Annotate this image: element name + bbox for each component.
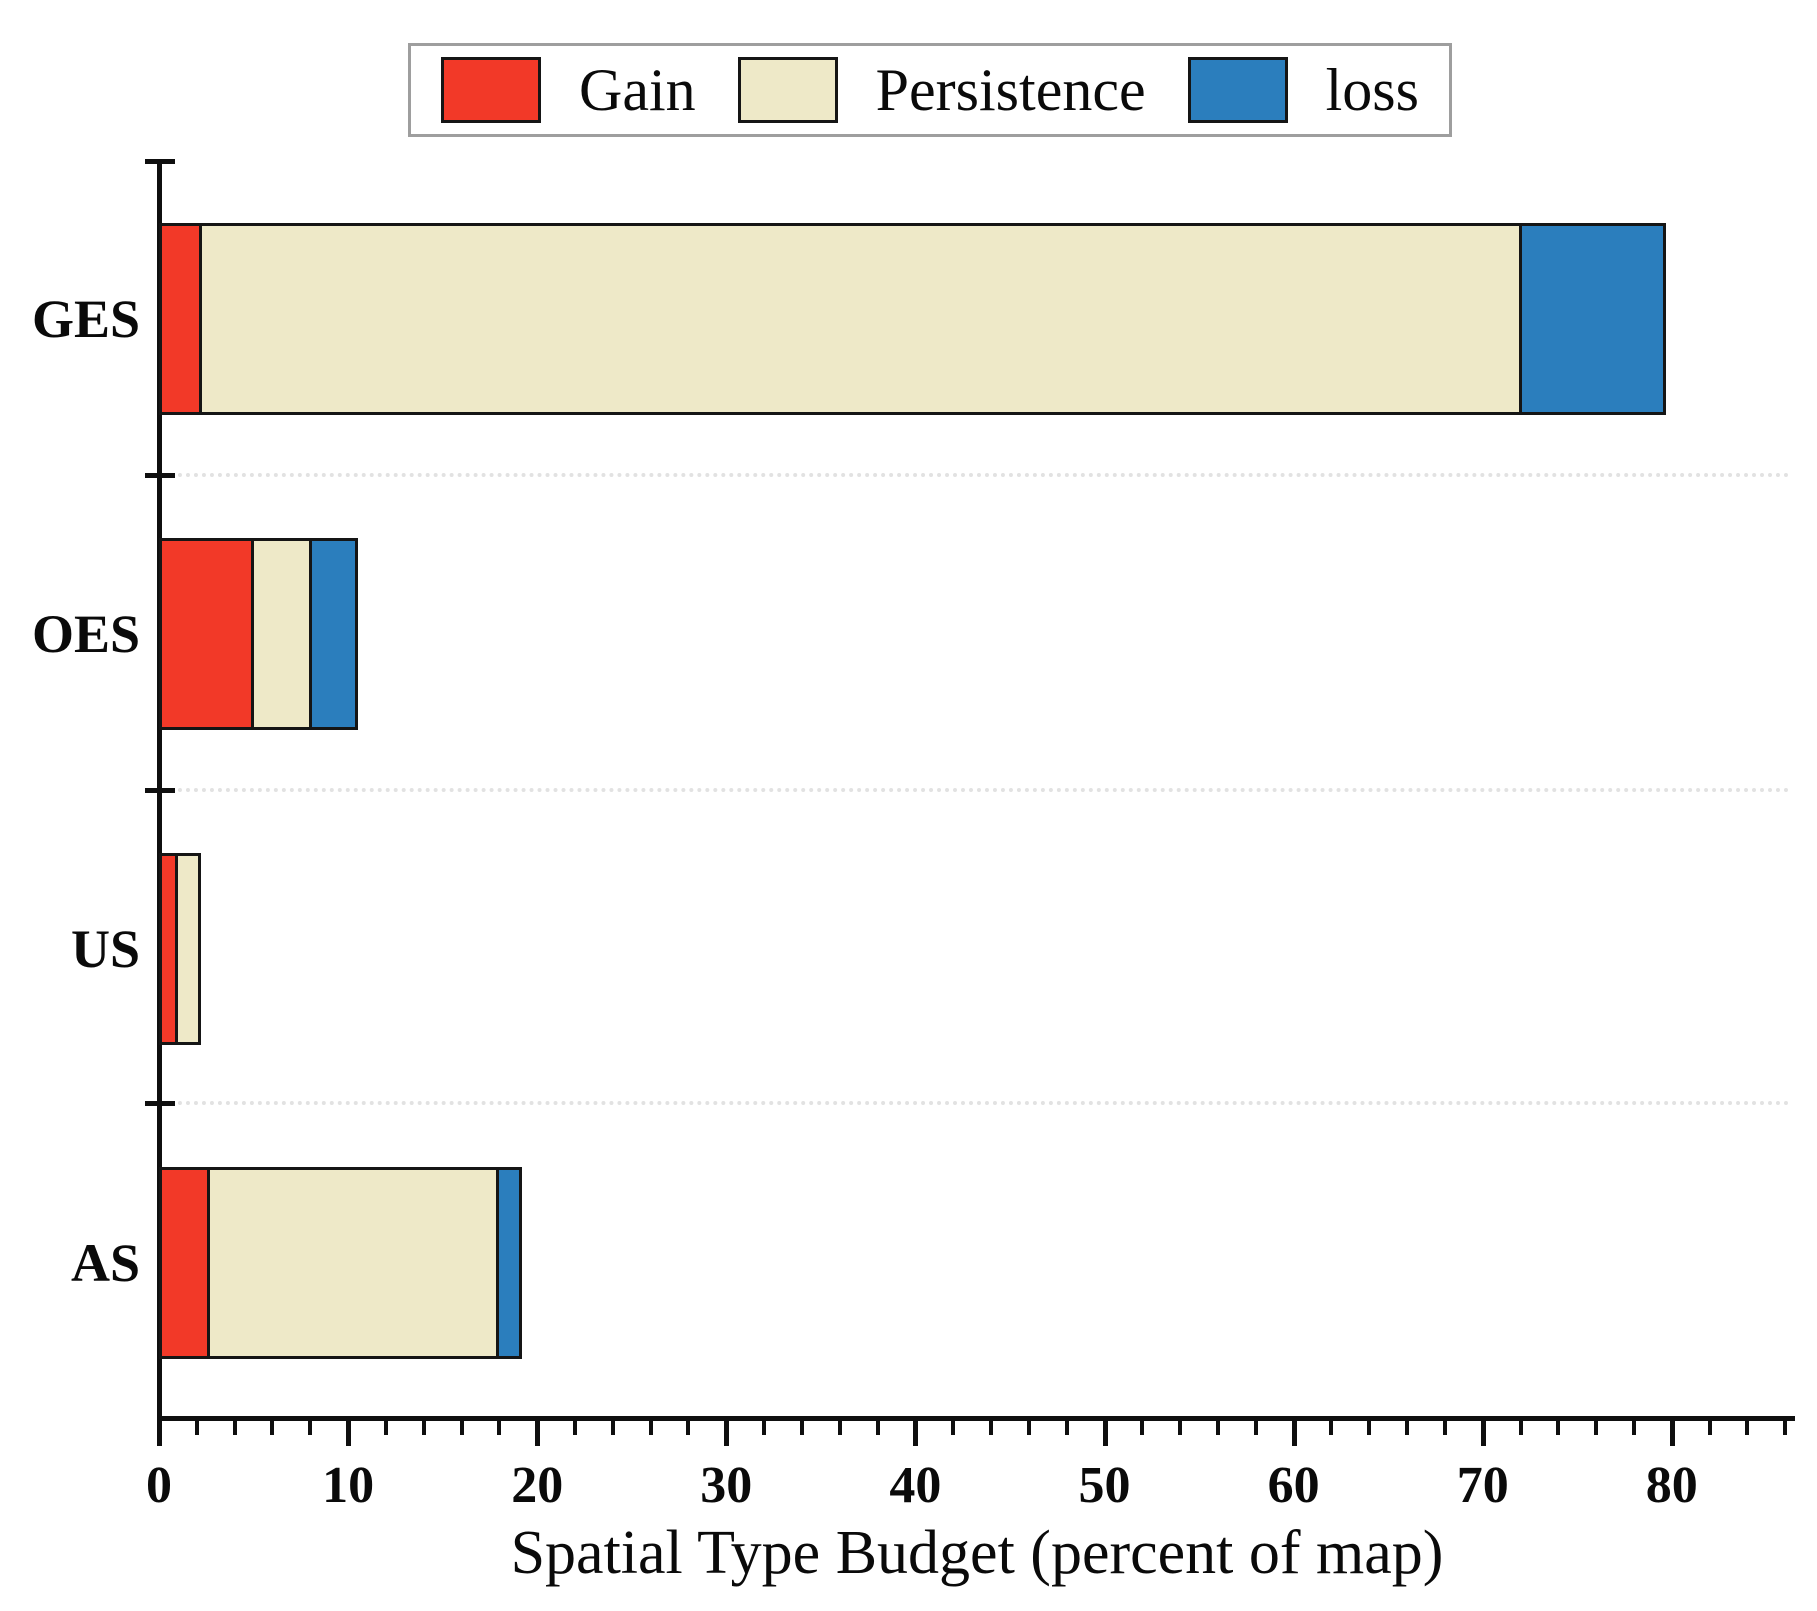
x-major-tick bbox=[1102, 1419, 1108, 1446]
bar-segment-loss-oes bbox=[309, 538, 358, 730]
x-minor-tick bbox=[1026, 1419, 1031, 1435]
x-minor-tick bbox=[573, 1419, 578, 1435]
legend-label-gain: Gain bbox=[579, 57, 696, 123]
legend-entry-gain: Gain bbox=[441, 57, 696, 123]
x-major-tick bbox=[724, 1419, 730, 1446]
bar-segment-persistence-ges bbox=[199, 223, 1523, 415]
x-minor-tick bbox=[497, 1419, 502, 1435]
legend-entry-persistence: Persistence bbox=[737, 57, 1146, 123]
bar-segment-gain-ges bbox=[159, 223, 203, 415]
x-minor-tick bbox=[1064, 1419, 1069, 1435]
x-minor-tick bbox=[1215, 1419, 1220, 1435]
x-minor-tick bbox=[686, 1419, 691, 1435]
x-minor-tick bbox=[1329, 1419, 1334, 1435]
legend: Gain Persistence loss bbox=[408, 43, 1452, 137]
x-major-tick bbox=[346, 1419, 352, 1446]
x-minor-tick bbox=[610, 1419, 615, 1435]
y-axis-separator-tick bbox=[145, 1101, 175, 1106]
legend-label-loss: loss bbox=[1325, 57, 1419, 123]
x-minor-tick bbox=[1405, 1419, 1410, 1435]
x-minor-tick bbox=[1783, 1419, 1788, 1435]
x-minor-tick bbox=[989, 1419, 994, 1435]
x-minor-tick bbox=[837, 1419, 842, 1435]
x-major-tick bbox=[1291, 1419, 1297, 1446]
bar-segment-gain-as bbox=[159, 1167, 211, 1359]
x-minor-tick bbox=[1140, 1419, 1145, 1435]
x-tick-label: 40 bbox=[889, 1457, 942, 1514]
y-axis-separator-tick bbox=[145, 473, 175, 478]
x-tick-label: 50 bbox=[1078, 1457, 1131, 1514]
x-tick-label: 80 bbox=[1645, 1457, 1698, 1514]
x-minor-tick bbox=[1594, 1419, 1599, 1435]
x-minor-tick bbox=[383, 1419, 388, 1435]
legend-swatch-loss bbox=[1187, 57, 1288, 123]
x-minor-tick bbox=[951, 1419, 956, 1435]
x-minor-tick bbox=[648, 1419, 653, 1435]
x-major-tick bbox=[157, 1419, 162, 1446]
x-minor-tick bbox=[1745, 1419, 1750, 1435]
x-major-tick bbox=[913, 1419, 919, 1446]
legend-swatch-persistence bbox=[737, 57, 838, 123]
grid-separator bbox=[162, 788, 1790, 792]
x-tick-label: 70 bbox=[1456, 1457, 1509, 1514]
x-minor-tick bbox=[762, 1419, 767, 1435]
y-axis-end-tick bbox=[145, 159, 175, 164]
bar-segment-gain-oes bbox=[159, 538, 254, 730]
category-label-ges: GES bbox=[31, 289, 140, 349]
legend-swatch-gain bbox=[441, 57, 541, 123]
x-minor-tick bbox=[1253, 1419, 1258, 1435]
category-label-us: US bbox=[70, 919, 140, 979]
x-tick-label: 30 bbox=[700, 1457, 753, 1514]
x-minor-tick bbox=[232, 1419, 237, 1435]
x-minor-tick bbox=[1707, 1419, 1712, 1435]
x-major-tick bbox=[535, 1419, 541, 1446]
grid-separator bbox=[162, 1101, 1790, 1105]
x-minor-tick bbox=[875, 1419, 880, 1435]
x-tick-label: 60 bbox=[1267, 1457, 1320, 1514]
x-minor-tick bbox=[194, 1419, 199, 1435]
x-minor-tick bbox=[421, 1419, 426, 1435]
legend-entry-loss: loss bbox=[1187, 57, 1419, 123]
bar-segment-persistence-as bbox=[207, 1167, 500, 1359]
x-minor-tick bbox=[1178, 1419, 1183, 1435]
legend-label-persistence: Persistence bbox=[875, 57, 1146, 123]
x-tick-label: 10 bbox=[322, 1457, 375, 1514]
x-tick-label: 20 bbox=[511, 1457, 564, 1514]
x-major-tick bbox=[1480, 1419, 1486, 1446]
x-minor-tick bbox=[1442, 1419, 1447, 1435]
x-minor-tick bbox=[1518, 1419, 1523, 1435]
x-minor-tick bbox=[1631, 1419, 1636, 1435]
x-tick-label: 0 bbox=[146, 1457, 172, 1514]
x-minor-tick bbox=[270, 1419, 275, 1435]
x-minor-tick bbox=[1367, 1419, 1372, 1435]
x-axis-title: Spatial Type Budget (percent of map) bbox=[510, 1519, 1444, 1587]
category-label-as: AS bbox=[70, 1233, 140, 1293]
bar-segment-loss-ges bbox=[1519, 223, 1667, 415]
bar-segment-persistence-us bbox=[174, 853, 201, 1045]
x-minor-tick bbox=[1556, 1419, 1561, 1435]
x-minor-tick bbox=[308, 1419, 313, 1435]
y-axis-separator-tick bbox=[145, 788, 175, 793]
x-minor-tick bbox=[799, 1419, 804, 1435]
x-minor-tick bbox=[459, 1419, 464, 1435]
bar-segment-loss-as bbox=[496, 1167, 523, 1359]
x-major-tick bbox=[1669, 1419, 1675, 1446]
bar-segment-persistence-oes bbox=[250, 538, 313, 730]
category-label-oes: OES bbox=[31, 604, 140, 664]
x-axis-line bbox=[157, 1416, 1795, 1421]
grid-separator bbox=[162, 473, 1790, 477]
